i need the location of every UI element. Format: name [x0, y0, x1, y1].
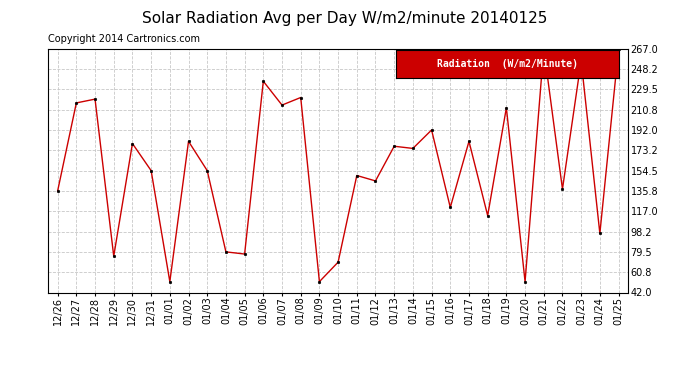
Text: Copyright 2014 Cartronics.com: Copyright 2014 Cartronics.com — [48, 34, 200, 44]
Text: Solar Radiation Avg per Day W/m2/minute 20140125: Solar Radiation Avg per Day W/m2/minute … — [142, 11, 548, 26]
